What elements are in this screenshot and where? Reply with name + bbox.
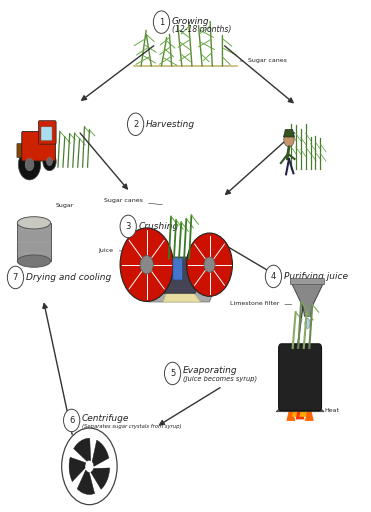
Polygon shape (283, 130, 295, 137)
Circle shape (140, 255, 153, 274)
Text: 2: 2 (133, 120, 138, 129)
Text: 3: 3 (125, 222, 131, 231)
Circle shape (187, 233, 233, 296)
Circle shape (46, 158, 52, 165)
FancyBboxPatch shape (38, 121, 56, 144)
Text: Harvesting: Harvesting (146, 120, 195, 129)
Circle shape (284, 133, 294, 147)
Text: Sugar canes: Sugar canes (104, 198, 162, 205)
Text: Sugar: Sugar (55, 203, 74, 208)
Ellipse shape (17, 255, 50, 267)
Text: Growing: Growing (172, 16, 210, 26)
Text: (12-18 months): (12-18 months) (172, 25, 231, 34)
Text: Purifying juice: Purifying juice (284, 272, 348, 281)
Ellipse shape (17, 217, 50, 229)
Circle shape (120, 215, 136, 238)
Text: 7: 7 (13, 273, 18, 282)
Polygon shape (296, 400, 305, 419)
Ellipse shape (305, 318, 310, 329)
FancyBboxPatch shape (173, 258, 183, 280)
Text: 6: 6 (69, 416, 74, 425)
Circle shape (7, 266, 24, 289)
FancyBboxPatch shape (17, 144, 24, 158)
Polygon shape (291, 282, 324, 316)
FancyBboxPatch shape (22, 132, 55, 161)
Text: (Separates sugar crystals from syrup): (Separates sugar crystals from syrup) (82, 424, 181, 429)
FancyBboxPatch shape (290, 279, 325, 285)
Text: Evaporating: Evaporating (183, 367, 237, 375)
Text: 5: 5 (170, 369, 175, 378)
Polygon shape (276, 406, 324, 412)
Polygon shape (292, 397, 301, 417)
Circle shape (153, 11, 170, 33)
FancyBboxPatch shape (279, 344, 322, 411)
Circle shape (164, 362, 181, 385)
Text: 4: 4 (271, 272, 276, 281)
Circle shape (128, 113, 144, 136)
Text: 1: 1 (159, 17, 164, 27)
Text: Crushing: Crushing (138, 222, 179, 231)
Polygon shape (163, 292, 200, 302)
FancyBboxPatch shape (41, 127, 52, 141)
Circle shape (62, 428, 117, 505)
Circle shape (120, 228, 173, 302)
Text: Centrifuge: Centrifuge (82, 414, 129, 423)
Text: Heat: Heat (324, 408, 339, 413)
Text: Limestone filter: Limestone filter (230, 301, 292, 306)
Polygon shape (91, 468, 110, 489)
Text: Juice: Juice (99, 248, 144, 253)
Text: (Juice becomes syrup): (Juice becomes syrup) (183, 375, 257, 382)
Circle shape (265, 265, 282, 288)
Polygon shape (305, 401, 314, 421)
FancyBboxPatch shape (17, 223, 50, 261)
Polygon shape (286, 401, 295, 421)
FancyBboxPatch shape (160, 257, 196, 293)
Circle shape (204, 257, 215, 272)
Polygon shape (145, 292, 213, 302)
Polygon shape (69, 457, 86, 482)
Circle shape (43, 153, 56, 170)
Polygon shape (92, 440, 109, 466)
Polygon shape (74, 438, 91, 461)
Text: Sugar canes: Sugar canes (240, 58, 287, 63)
Polygon shape (77, 470, 95, 495)
Polygon shape (299, 397, 308, 417)
Circle shape (63, 409, 80, 432)
Circle shape (25, 159, 34, 170)
Circle shape (19, 150, 40, 180)
Text: Drying and cooling: Drying and cooling (26, 273, 111, 282)
